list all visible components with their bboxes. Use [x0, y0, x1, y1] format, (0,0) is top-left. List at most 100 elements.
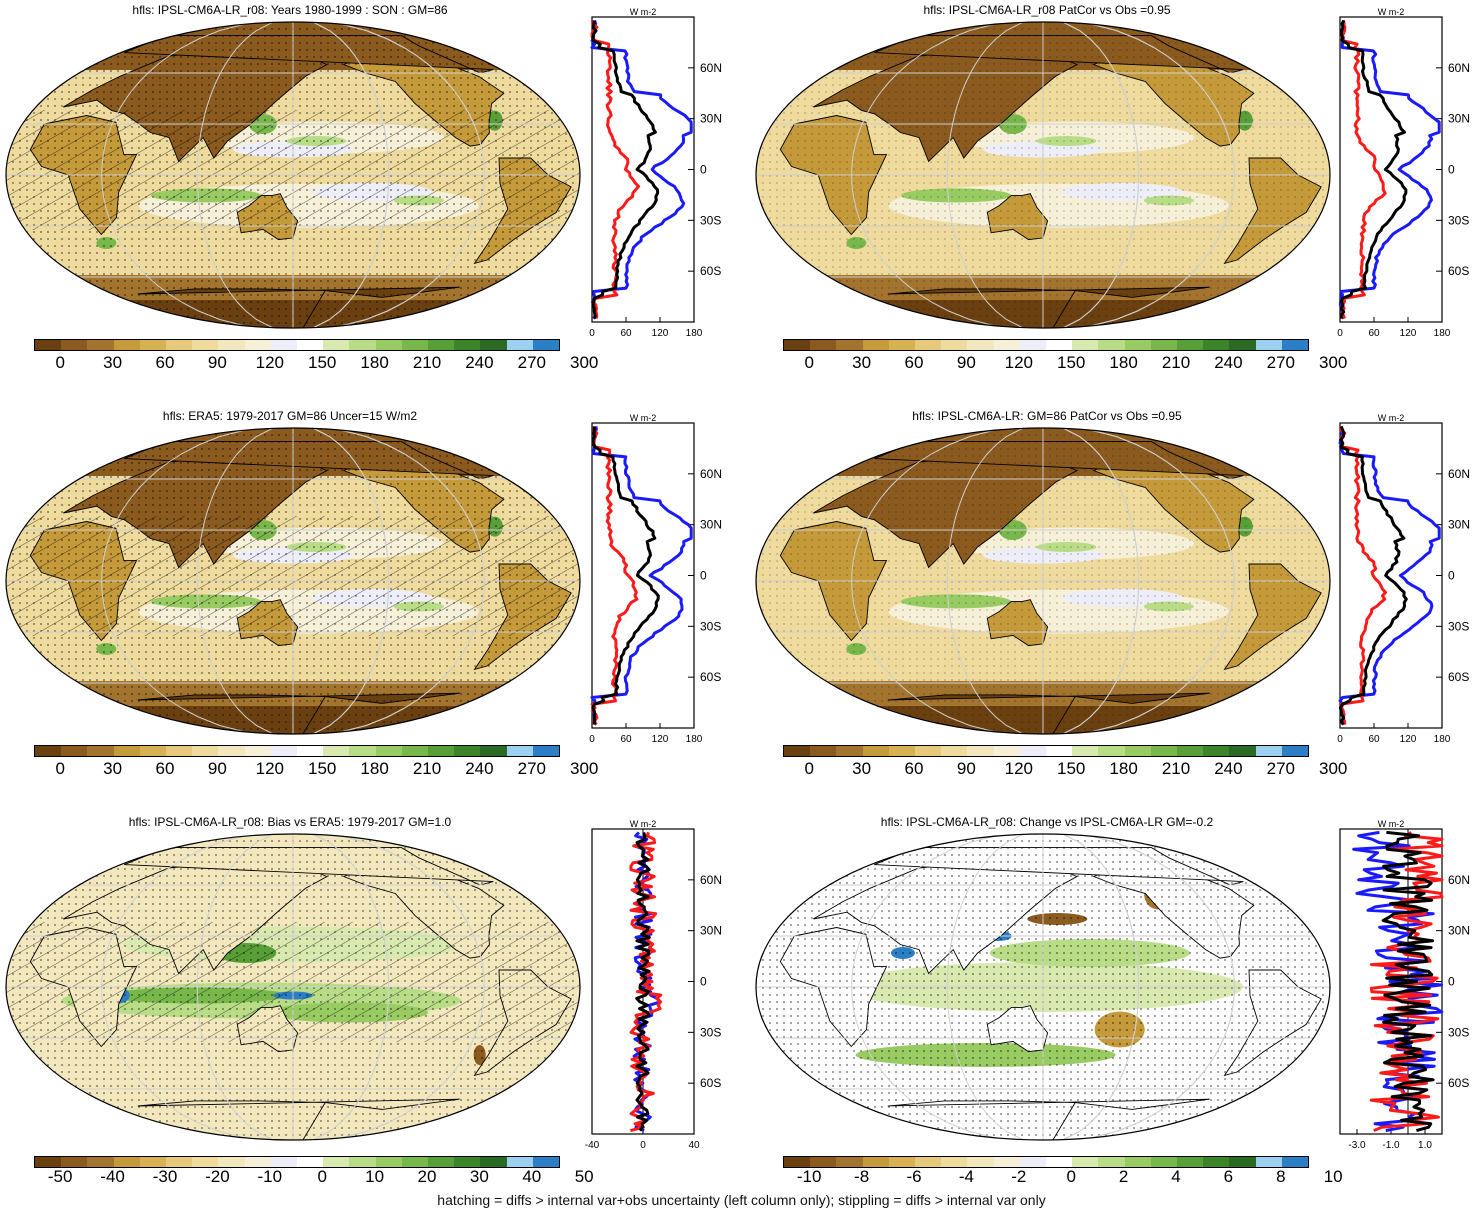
zonal-ytick-label: 30S: [1448, 1025, 1469, 1039]
colorbar-swatch: [1019, 340, 1047, 350]
colorbar-ticks-p1: 0 30 60 90 120 150 180 210 240 270 300: [34, 353, 598, 375]
meridian-line: [1082, 834, 1235, 1140]
colorbar-swatch: [192, 340, 219, 350]
colorbar-tick-label: 90: [207, 353, 227, 372]
zonal-mean-plot-p5: W m-2 60N 30N 0 30S 60S -40 0 40: [585, 819, 722, 1151]
colorbar-p6: [783, 1156, 1309, 1168]
zonal-ytick-label: 30N: [700, 924, 722, 938]
colorbar-swatch: [993, 746, 1020, 756]
colorbar-swatch: [1281, 746, 1309, 756]
colorbar-swatch: [454, 746, 481, 756]
zonal-unit-label: W m-2: [1378, 413, 1405, 423]
zonal-xtick-label: 180: [1434, 734, 1451, 745]
colorbar-tick-label: 60: [155, 353, 175, 372]
colorbar-swatch: [480, 1157, 507, 1167]
colorbar-swatch: [915, 340, 942, 350]
zonal-ytick-label: 60N: [700, 873, 722, 887]
meridian-line: [946, 428, 1024, 734]
zonal-ytick-label: 0: [700, 163, 707, 177]
zonal-ytick-label: 60N: [1448, 467, 1470, 481]
colorbar-swatch: [1124, 340, 1151, 350]
colorbar-swatch: [270, 746, 298, 756]
colorbar-swatch: [375, 340, 402, 350]
colorbar-tick-label: 180: [360, 353, 389, 372]
meridian-line: [851, 834, 1004, 1140]
colorbar-swatch: [836, 1157, 863, 1167]
colorbar-swatch: [1177, 1157, 1204, 1167]
colorbar-tick-label: 8: [1276, 1167, 1286, 1186]
colorbar-swatch: [323, 340, 350, 350]
zonal-xtick-label: 180: [686, 328, 703, 339]
zonal-unit-label: W m-2: [1378, 7, 1405, 17]
colorbar-tick-label: 240: [465, 759, 494, 778]
colorbar-tick-label: 10: [365, 1167, 385, 1186]
colorbar-swatch: [1124, 746, 1151, 756]
colorbar-swatch: [784, 340, 811, 350]
meridian-line: [101, 834, 254, 1140]
colorbar-swatch: [428, 746, 455, 756]
zonal-line-red: [1369, 831, 1444, 1132]
colorbar-tick-label: 240: [1214, 353, 1243, 372]
colorbar-swatch: [113, 340, 140, 350]
colorbar-swatch: [218, 746, 245, 756]
zonal-ytick-label: 30N: [1448, 112, 1470, 126]
meridian-line: [1082, 428, 1235, 734]
colorbar-swatch: [993, 340, 1020, 350]
zonal-mean-plot-p2: W m-2 60N 30N 0 30S 60S 0 60 120 180: [1337, 7, 1470, 339]
zonal-ytick-label: 60N: [700, 61, 722, 75]
colorbar-swatch: [1255, 1157, 1282, 1167]
map-border: [5, 427, 581, 735]
meridian-line: [1082, 22, 1235, 328]
zonal-line-blue: [590, 19, 693, 320]
zonal-xtick-label: 0: [589, 734, 595, 745]
meridian-line: [1062, 22, 1140, 328]
zonal-ytick-label: 30S: [700, 619, 721, 633]
colorbar-swatch: [349, 340, 376, 350]
colorbar-swatch: [218, 340, 245, 350]
colorbar-tick-label: 60: [155, 759, 175, 778]
colorbar-tick-label: 240: [465, 353, 494, 372]
colorbar-tick-label: 0: [1066, 1167, 1076, 1186]
colorbar-swatch: [862, 340, 889, 350]
colorbar-swatch: [888, 746, 916, 756]
colorbar-swatch: [1281, 1157, 1309, 1167]
panel-title: hfls: IPSL-CM6A-LR_r08: Bias vs ERA5: 19…: [128, 815, 452, 829]
zonal-ytick-label: 30N: [1448, 924, 1470, 938]
zonal-ytick-label: 30N: [700, 518, 722, 532]
zonal-ytick-label: 60S: [700, 1076, 721, 1090]
colorbar-tick-label: 210: [1161, 759, 1191, 778]
colorbar-swatch: [888, 340, 916, 350]
colorbar-swatch: [1098, 1157, 1125, 1167]
colorbar-swatch: [61, 1157, 88, 1167]
zonal-unit-label: W m-2: [630, 7, 657, 17]
colorbar-swatch: [836, 746, 863, 756]
colorbar-swatch: [532, 746, 560, 756]
meridian-line: [101, 428, 254, 734]
map-p1: [5, 21, 581, 329]
zonal-mean-plot-p6: W m-2 60N 30N 0 30S 60S -3.0 -1.0 1.0: [1339, 819, 1470, 1151]
zonal-ytick-label: 30S: [1448, 213, 1469, 227]
colorbar-tick-label: 210: [412, 353, 442, 372]
colorbar-swatch: [454, 340, 481, 350]
zonal-xtick-label: 120: [1400, 328, 1417, 339]
meridian-line: [332, 834, 485, 1140]
colorbar-swatch: [1177, 340, 1204, 350]
zonal-line-black: [591, 426, 660, 725]
colorbar-swatch: [1177, 746, 1204, 756]
colorbar-p4: [783, 745, 1309, 757]
zonal-xtick-label: -1.0: [1382, 1140, 1400, 1151]
colorbar-swatch: [1046, 746, 1073, 756]
zonal-line-red: [1339, 20, 1387, 320]
colorbar-swatch: [35, 1157, 62, 1167]
map-border: [5, 833, 581, 1141]
colorbar-tick-label: 300: [570, 353, 599, 372]
zonal-xtick-label: 40: [688, 1140, 700, 1151]
zonal-ytick-label: 60S: [1448, 264, 1469, 278]
zonal-xtick-label: 60: [1368, 328, 1380, 339]
colorbar-swatch: [1072, 340, 1099, 350]
colorbar-tick-label: 270: [517, 353, 546, 372]
colorbar-tick-label: 180: [360, 759, 389, 778]
colorbar-swatch: [480, 746, 507, 756]
zonal-ytick-label: 30N: [700, 112, 722, 126]
colorbar-swatch: [297, 340, 324, 350]
